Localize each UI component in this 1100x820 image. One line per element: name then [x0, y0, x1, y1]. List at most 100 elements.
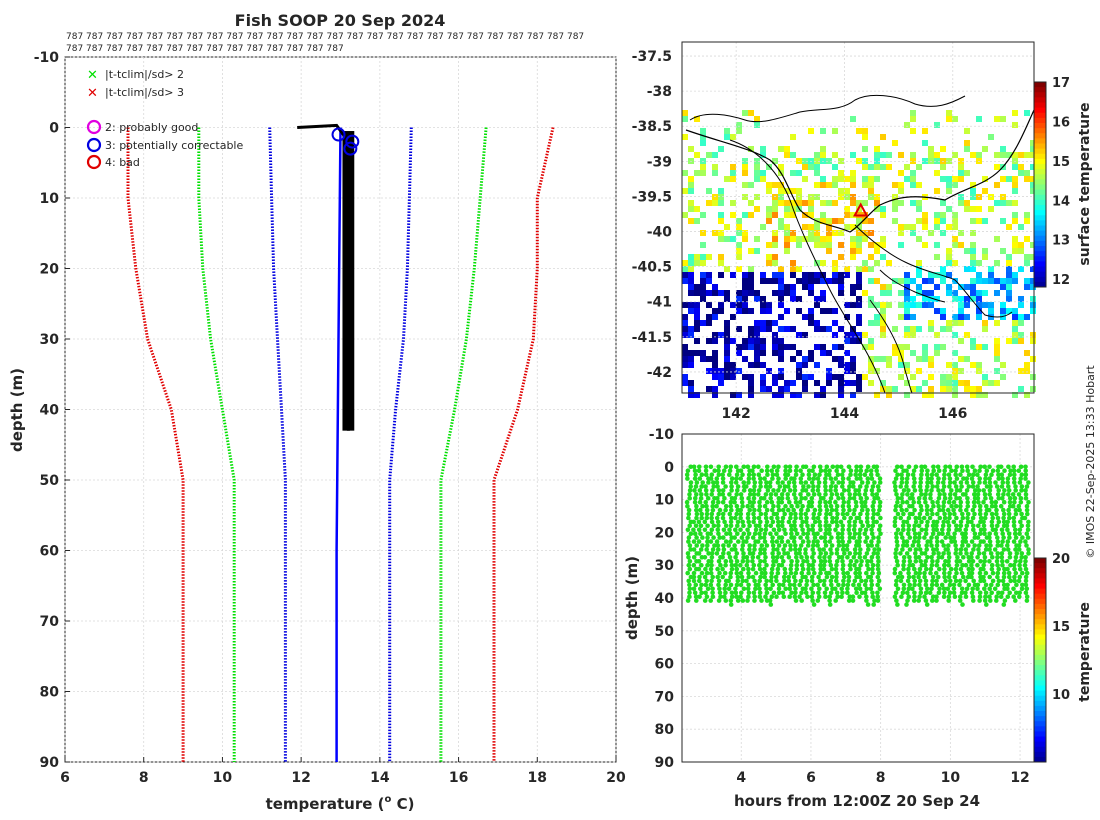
sst-cell: [910, 374, 916, 380]
colorbar-segment: [1034, 685, 1046, 692]
data-point: [847, 539, 852, 544]
sst-cell: [838, 218, 844, 224]
data-point: [929, 472, 935, 478]
data-point: [966, 543, 971, 548]
data-point: [987, 535, 992, 540]
data-point: [770, 582, 775, 588]
sst-cell: [682, 350, 688, 356]
sst-cell: [850, 116, 856, 122]
data-point: [750, 503, 755, 509]
data-point: [1013, 507, 1019, 513]
data-point: [741, 531, 747, 536]
data-point: [740, 519, 745, 525]
data-point: [895, 586, 901, 592]
data-point: [959, 590, 965, 596]
data-point: [770, 555, 776, 560]
colorbar-segment: [1034, 665, 1046, 671]
data-point: [779, 539, 785, 544]
sst-cell: [850, 338, 856, 344]
data-point: [746, 570, 751, 576]
sst-cell: [880, 332, 886, 338]
data-point: [706, 551, 711, 556]
sst-cell: [1024, 212, 1030, 218]
sst-cell: [946, 386, 952, 392]
sst-cell: [910, 128, 916, 134]
data-point: [960, 543, 965, 548]
data-point: [768, 523, 774, 529]
colorbar-segment: [1034, 174, 1046, 180]
data-point: [830, 519, 835, 525]
sst-cell: [790, 266, 796, 272]
data-point: [1023, 559, 1028, 564]
data-point: [733, 555, 738, 560]
data-point: [793, 551, 799, 556]
sst-cell: [1030, 296, 1036, 302]
data-point: [794, 464, 799, 470]
data-point: [875, 555, 881, 560]
data-point: [769, 570, 774, 576]
data-point: [942, 574, 947, 580]
sst-cell: [826, 224, 832, 230]
data-point: [961, 555, 966, 560]
data-point: [816, 484, 821, 489]
sst-cell: [862, 332, 868, 338]
data-point: [936, 476, 941, 481]
data-point: [971, 527, 976, 533]
data-point: [834, 590, 840, 596]
sst-cell: [688, 332, 694, 338]
data-point: [770, 539, 775, 544]
data-point: [957, 578, 963, 584]
data-point: [780, 582, 786, 588]
sst-cell: [712, 374, 718, 380]
sst-cell: [688, 350, 694, 356]
data-point: [977, 511, 983, 517]
sst-cell: [700, 278, 706, 284]
data-point: [998, 594, 1004, 599]
sst-cell: [742, 170, 748, 176]
data-point: [859, 578, 864, 584]
data-point: [875, 472, 880, 478]
data-point: [911, 527, 917, 533]
data-point: [957, 594, 963, 599]
sst-cell: [844, 206, 850, 212]
data-point: [995, 574, 1000, 580]
data-point: [729, 594, 735, 599]
data-point: [684, 472, 690, 478]
data-point: [919, 519, 924, 525]
data-point: [723, 559, 729, 564]
data-point: [945, 507, 951, 513]
data-point: [756, 472, 762, 478]
data-point: [871, 511, 877, 517]
data-point: [1017, 594, 1022, 599]
data-point: [869, 578, 874, 584]
data-point: [1023, 590, 1029, 596]
data-point: [783, 503, 788, 509]
sst-cell: [898, 314, 904, 320]
sst-cell: [868, 230, 874, 236]
data-point: [912, 590, 917, 596]
data-point: [702, 598, 708, 603]
data-point: [1006, 464, 1011, 470]
data-point: [771, 590, 777, 596]
sst-cell: [1006, 338, 1012, 344]
data-point: [954, 562, 960, 568]
data-point: [869, 582, 875, 588]
data-point: [828, 578, 834, 584]
y-tick-label: -39: [647, 154, 672, 170]
x-tick-label: 14: [370, 770, 390, 786]
data-point: [958, 547, 964, 552]
colorbar-segment: [1034, 276, 1046, 283]
data-point: [1007, 574, 1012, 580]
sst-cell: [940, 218, 946, 224]
sst-cell: [778, 200, 784, 206]
sst-cell: [814, 302, 820, 308]
sst-cell: [712, 170, 718, 176]
data-point: [871, 602, 876, 607]
data-point: [817, 586, 822, 592]
data-point: [811, 492, 817, 497]
sst-cell: [910, 110, 916, 116]
sst-cell: [730, 314, 736, 320]
data-point: [781, 574, 787, 580]
data-point: [817, 472, 822, 478]
